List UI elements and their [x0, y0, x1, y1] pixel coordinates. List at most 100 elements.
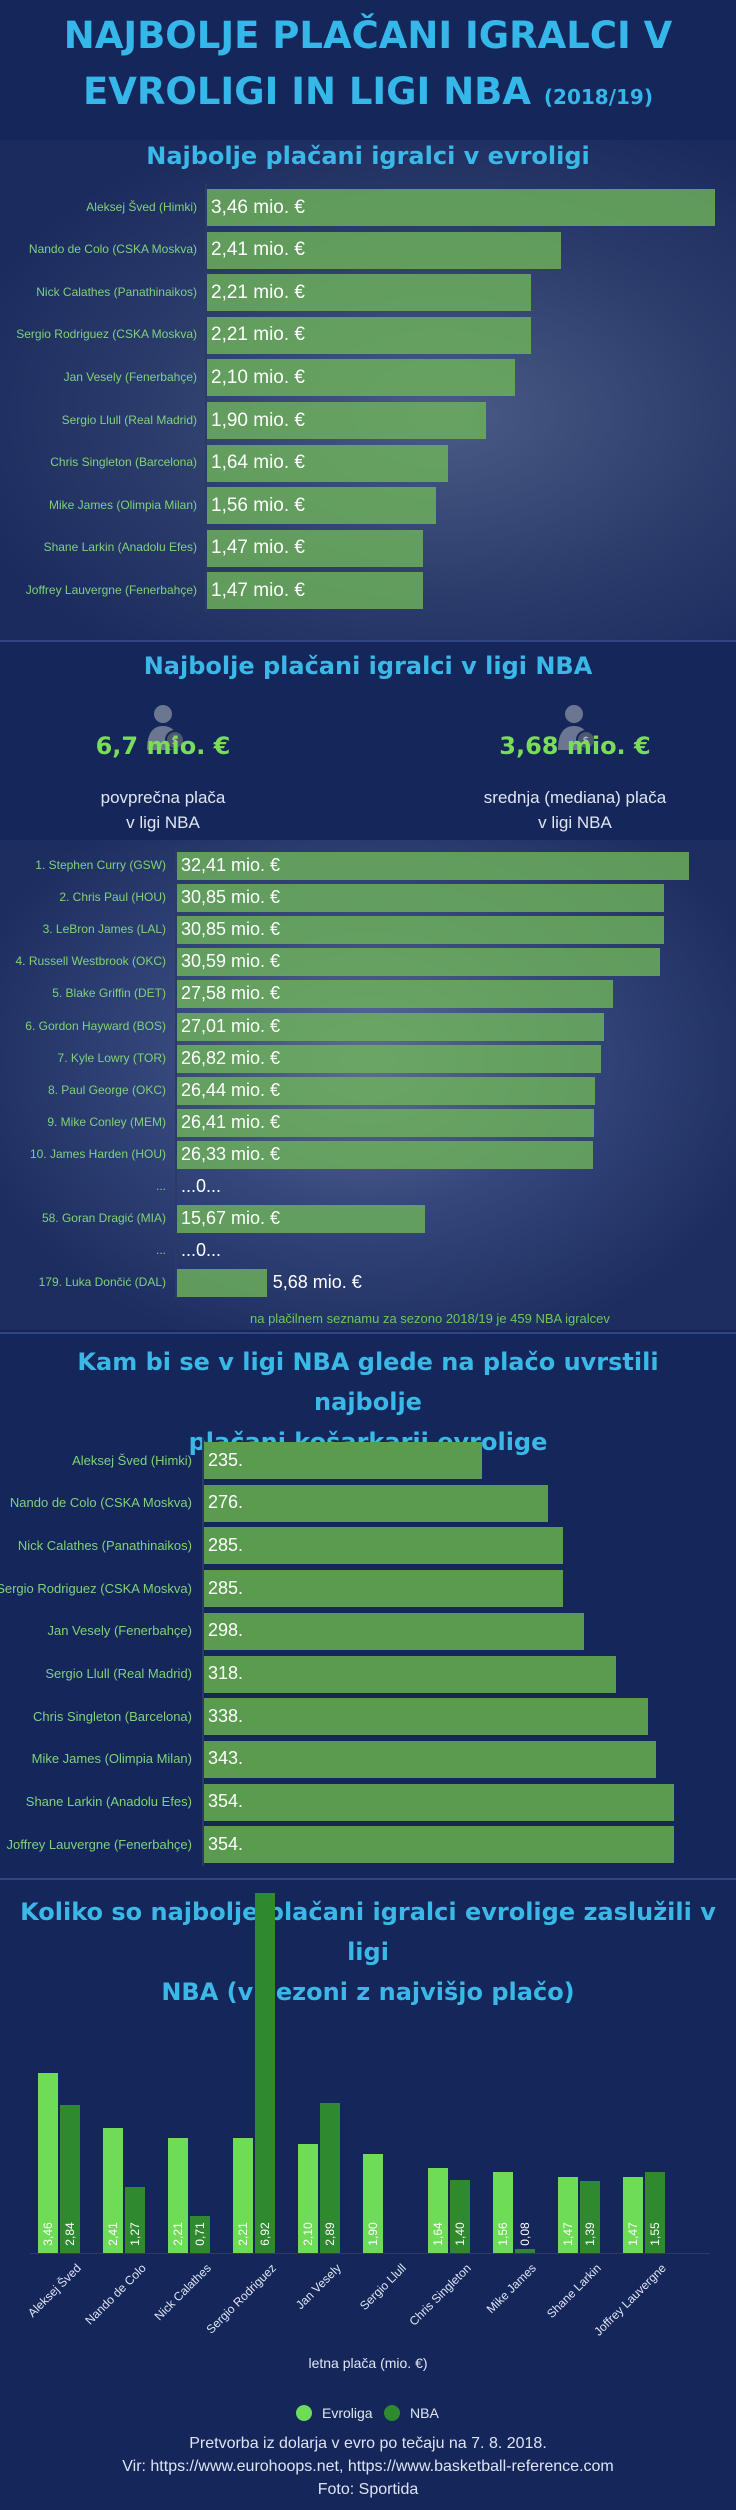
x-tick-label: Aleksej Šved [24, 2261, 84, 2320]
data-label: 1,64 [431, 2222, 445, 2246]
data-label: 1,56 [496, 2222, 510, 2246]
category-label: ... [155, 1179, 166, 1193]
data-label: 2,21 [236, 2222, 250, 2246]
data-label: 1,47 [561, 2222, 575, 2246]
nba-chart-title: Najbolje plačani igralci v ligi NBA [143, 652, 593, 680]
data-label: 298. [208, 1620, 244, 1641]
data-label: 285. [208, 1534, 244, 1555]
footer-sources: Vir: https://www.eurohoops.net, https://… [122, 2458, 614, 2475]
category-label: Jan Vesely (Fenerbahçe) [63, 369, 197, 384]
bar-nba [645, 2172, 665, 2253]
data-label: 26,82 mio. € [181, 1047, 281, 1068]
divider [0, 1332, 736, 1334]
category-label: Shane Larkin (Anadolu Efes) [43, 540, 197, 555]
data-label: 3,46 [41, 2222, 55, 2246]
data-label: 285. [208, 1577, 244, 1598]
bar-evroliga [103, 2127, 123, 2253]
data-label: ...0... [181, 1176, 222, 1196]
data-label: 3,46 mio. € [211, 196, 305, 218]
bar-evroliga [493, 2171, 513, 2253]
category-label: 3. LeBron James (LAL) [42, 922, 166, 937]
bar-nba [320, 2102, 340, 2253]
main-title-line2-wrap: EVROLIGI IN LIGI NBA (2018/19) [0, 64, 736, 125]
category-label: 4. Russell Westbrook (OKC) [15, 954, 167, 969]
category-label: Aleksej Šved (Himki) [72, 1452, 192, 1468]
bar-evroliga [623, 2176, 643, 2253]
median-salary-label-line1: srednja (mediana) plača [483, 788, 667, 807]
category-label: 1. Stephen Curry (GSW) [35, 858, 166, 872]
bar [207, 274, 532, 312]
average-salary-label-line1: povprečna plača [100, 788, 226, 807]
bar [207, 316, 532, 354]
data-label: 1,40 [453, 2222, 467, 2246]
bar [207, 231, 561, 269]
data-label: 0,08 [518, 2222, 532, 2246]
legend-euroleague-label: Evroliga [322, 2405, 373, 2421]
euroleague-chart-title: Najbolje plačani igralci v evroligi [146, 142, 590, 170]
data-label: 1,56 mio. € [211, 494, 305, 516]
data-label: 5,68 mio. € [272, 1272, 362, 1293]
average-salary-label-line2: v ligi NBA [126, 813, 200, 832]
data-label: 354. [208, 1833, 244, 1854]
legend-euroleague-dot [296, 2405, 312, 2421]
data-label: 2,21 [171, 2222, 185, 2246]
data-label: 26,33 mio. € [181, 1143, 281, 1164]
bar [177, 1205, 425, 1234]
bar [204, 1740, 657, 1778]
bar [207, 402, 486, 439]
data-label: 1,55 [648, 2222, 662, 2246]
bar [207, 444, 448, 482]
category-label: Sergio Llull (Real Madrid) [45, 1666, 192, 1681]
data-label: 1,90 [366, 2222, 380, 2246]
data-label: 27,01 mio. € [181, 1015, 281, 1036]
category-label: ... [155, 1243, 166, 1258]
bar [207, 487, 437, 525]
category-label: Chris Singleton (Barcelona) [33, 1708, 192, 1724]
category-label: Nick Calathes (Panathinaikos) [36, 284, 197, 299]
category-label: Mike James (Olimpia Milan) [48, 497, 197, 512]
bar [204, 1612, 584, 1650]
legend-nba-label: NBA [410, 2405, 439, 2421]
bar-nba [255, 1893, 275, 2253]
data-label: 318. [208, 1663, 244, 1683]
legend-nba-dot [384, 2405, 400, 2421]
bar [204, 1655, 616, 1693]
bar-evroliga [428, 2167, 448, 2253]
category-label: Nando de Colo (CSKA Moskva) [28, 242, 197, 257]
average-salary-label: povprečna plača v ligi NBA [33, 785, 293, 835]
bar-evroliga [363, 2154, 383, 2253]
person-dollar-icon: $ [147, 705, 185, 750]
data-label: 1,27 [128, 2222, 142, 2246]
category-label: 58. Goran Dragić (MIA) [41, 1211, 166, 1226]
nba-payroll-note: na plačilnem seznamu za sezono 2018/19 j… [250, 1311, 610, 1326]
bar-evroliga [38, 2073, 58, 2253]
bar [177, 852, 689, 880]
axis-line [202, 1437, 204, 1866]
data-label: 2,10 mio. € [211, 366, 305, 388]
bar [207, 572, 423, 610]
bar [177, 1044, 601, 1073]
data-label: 15,67 mio. € [181, 1208, 281, 1229]
category-label: 5. Blake Griffin (DET) [52, 986, 166, 1001]
category-label: 10. James Harden (HOU) [29, 1146, 166, 1161]
bar [204, 1570, 563, 1608]
data-label: 343. [208, 1748, 244, 1769]
svg-text:$: $ [172, 734, 179, 747]
data-label: 2,41 mio. € [211, 239, 305, 261]
x-axis-line [30, 2253, 710, 2254]
bar [177, 1108, 595, 1137]
bar [204, 1484, 549, 1522]
data-label: 1,47 mio. € [211, 537, 305, 559]
bar [177, 1140, 593, 1169]
data-label: 30,85 mio. € [181, 887, 281, 908]
data-label: 30,59 mio. € [181, 951, 281, 972]
bar [177, 948, 661, 977]
category-label: 179. Luka Dončić (DAL) [38, 1275, 166, 1290]
data-label: 26,44 mio. € [181, 1079, 281, 1100]
bar-nba [515, 2248, 535, 2253]
bar-evroliga [298, 2143, 318, 2253]
bar [204, 1698, 649, 1736]
divider [0, 1878, 736, 1880]
data-label: 276. [208, 1492, 244, 1513]
category-label: Joffrey Lauvergne (Fenerbahçe) [25, 582, 197, 597]
